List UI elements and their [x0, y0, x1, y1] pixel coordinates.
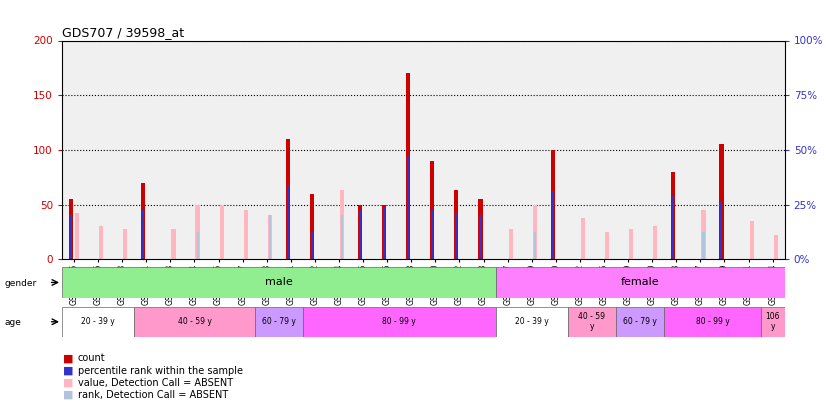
Bar	[509, 228, 513, 259]
Bar	[303, 307, 496, 337]
Bar	[196, 205, 200, 259]
Bar	[134, 307, 254, 337]
Bar	[550, 150, 555, 259]
Text: ■: ■	[63, 366, 74, 375]
Bar	[454, 190, 458, 259]
Bar	[220, 205, 224, 259]
Bar	[761, 307, 785, 337]
Text: gender: gender	[4, 279, 36, 288]
Bar	[75, 213, 79, 259]
Bar	[62, 267, 496, 298]
Text: 20 - 39 y: 20 - 39 y	[81, 317, 115, 326]
Bar	[287, 185, 289, 259]
Text: rank, Detection Call = ABSENT: rank, Detection Call = ABSENT	[78, 390, 228, 400]
Bar	[341, 215, 344, 259]
Bar	[701, 210, 705, 259]
Text: 80 - 99 y: 80 - 99 y	[382, 317, 416, 326]
Bar	[358, 205, 362, 259]
Bar	[749, 221, 754, 259]
Text: 106
y: 106 y	[766, 312, 780, 331]
Bar	[496, 307, 567, 337]
Bar	[268, 215, 272, 259]
Bar	[406, 73, 411, 259]
Bar	[141, 183, 145, 259]
Text: 80 - 99 y: 80 - 99 y	[695, 317, 729, 326]
Bar	[142, 210, 145, 259]
Bar	[552, 192, 553, 259]
Bar	[430, 161, 434, 259]
Text: age: age	[4, 318, 21, 327]
Bar	[383, 207, 385, 259]
Bar	[534, 232, 536, 259]
Bar	[69, 215, 72, 259]
Text: 20 - 39 y: 20 - 39 y	[515, 317, 548, 326]
Bar	[254, 307, 303, 337]
Text: percentile rank within the sample: percentile rank within the sample	[78, 366, 243, 375]
Bar	[581, 217, 585, 259]
Text: value, Detection Call = ABSENT: value, Detection Call = ABSENT	[78, 378, 233, 388]
Bar	[664, 307, 761, 337]
Bar	[171, 228, 176, 259]
Text: 60 - 79 y: 60 - 79 y	[262, 317, 296, 326]
Text: 40 - 59
y: 40 - 59 y	[578, 312, 605, 331]
Text: male: male	[265, 277, 292, 288]
Text: GDS707 / 39598_at: GDS707 / 39598_at	[62, 26, 184, 39]
Bar	[567, 307, 616, 337]
Bar	[69, 199, 73, 259]
Bar	[407, 156, 409, 259]
Bar	[720, 202, 723, 259]
Text: ■: ■	[63, 390, 74, 400]
Bar	[719, 145, 724, 259]
Bar	[455, 213, 458, 259]
Bar	[311, 232, 313, 259]
Bar	[310, 194, 314, 259]
Bar	[702, 232, 705, 259]
Bar	[244, 210, 248, 259]
Text: female: female	[621, 277, 659, 288]
Bar	[533, 205, 537, 259]
Bar	[123, 228, 127, 259]
Bar	[197, 232, 199, 259]
Bar	[358, 210, 361, 259]
Bar	[774, 235, 778, 259]
Bar	[496, 267, 785, 298]
Bar	[671, 172, 676, 259]
Bar	[653, 226, 657, 259]
Bar	[605, 232, 610, 259]
Bar	[268, 215, 271, 259]
Text: count: count	[78, 354, 105, 363]
Text: ■: ■	[63, 354, 74, 363]
Bar	[616, 307, 664, 337]
Text: 40 - 59 y: 40 - 59 y	[178, 317, 211, 326]
Bar	[99, 226, 103, 259]
Bar	[286, 139, 290, 259]
Bar	[629, 228, 634, 259]
Bar	[62, 307, 134, 337]
Bar	[479, 215, 482, 259]
Bar	[340, 190, 344, 259]
Bar	[672, 196, 674, 259]
Bar	[478, 199, 482, 259]
Text: ■: ■	[63, 378, 74, 388]
Bar	[431, 210, 434, 259]
Bar	[382, 205, 387, 259]
Text: 60 - 79 y: 60 - 79 y	[623, 317, 657, 326]
